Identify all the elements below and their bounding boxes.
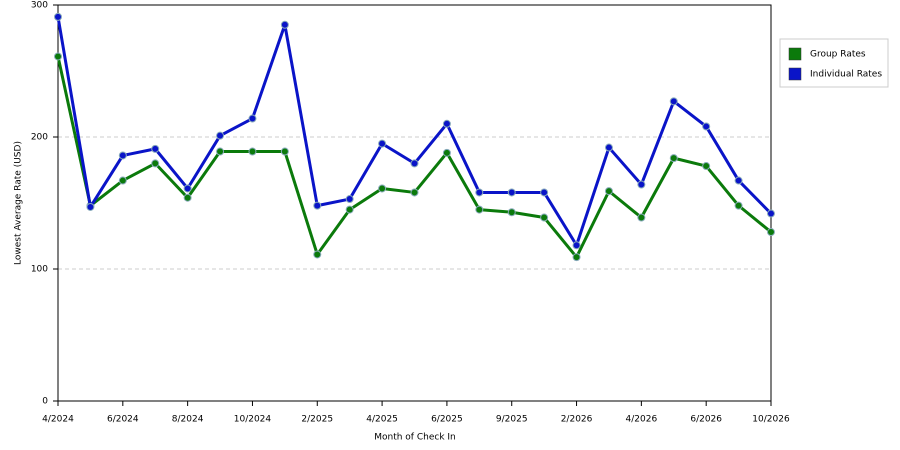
- plot-border: [57, 4, 772, 402]
- x-tick-label: 6/2025: [431, 415, 463, 425]
- x-tick-label: 4/2025: [366, 415, 398, 425]
- data-point: [669, 154, 678, 163]
- x-tick-label: 4/2024: [42, 415, 74, 425]
- x-tick-label: 9/2025: [496, 415, 528, 425]
- y-tick-label: 300: [31, 1, 48, 11]
- y-tick-label: 0: [42, 397, 48, 407]
- series-line: [56, 16, 773, 247]
- x-tick-label: 2/2026: [561, 415, 593, 425]
- data-point: [767, 209, 775, 218]
- data-point: [280, 20, 289, 29]
- data-point: [442, 119, 451, 128]
- data-point: [410, 188, 419, 197]
- y-tick-label: 100: [31, 265, 48, 275]
- x-tick-label: 2/2025: [301, 415, 333, 425]
- x-tick-label: 8/2024: [172, 415, 204, 425]
- data-point: [345, 205, 354, 214]
- data-point: [216, 131, 225, 140]
- data-point: [540, 213, 549, 222]
- x-tick-label: 10/2024: [234, 415, 272, 425]
- data-point: [475, 188, 484, 197]
- data-point: [507, 208, 516, 217]
- data-point: [248, 114, 257, 123]
- legend-label: Group Rates: [810, 50, 866, 60]
- data-point: [540, 188, 549, 197]
- series-line: [56, 56, 772, 259]
- x-axis-label: Month of Check In: [374, 433, 456, 443]
- data-point: [767, 228, 775, 237]
- data-point: [604, 143, 613, 152]
- data-point: [604, 187, 613, 196]
- data-point: [637, 213, 646, 222]
- data-point: [475, 205, 484, 214]
- legend-swatch: [788, 67, 802, 81]
- data-point: [313, 250, 322, 259]
- data-point: [702, 162, 711, 171]
- data-point: [734, 176, 743, 185]
- y-tick-label: 200: [31, 133, 48, 143]
- x-tick-label: 6/2024: [107, 415, 139, 425]
- data-point: [248, 147, 257, 156]
- legend-label: Individual Rates: [810, 70, 882, 80]
- data-point: [507, 188, 516, 197]
- x-tick-label: 6/2026: [690, 415, 722, 425]
- data-point: [669, 97, 678, 106]
- x-tick-label: 10/2026: [752, 415, 790, 425]
- data-point: [151, 144, 160, 153]
- x-tick-label: 4/2026: [626, 415, 658, 425]
- data-point: [442, 148, 451, 157]
- legend-swatch: [788, 47, 802, 61]
- data-point: [54, 52, 62, 61]
- data-point: [702, 122, 711, 131]
- data-point: [378, 184, 387, 193]
- y-axis-label: Lowest Average Rate (USD): [14, 141, 24, 265]
- data-point: [345, 195, 354, 204]
- data-point: [151, 159, 160, 168]
- data-point: [572, 241, 581, 250]
- data-point: [54, 12, 62, 21]
- data-point: [216, 147, 225, 156]
- data-point: [410, 159, 419, 168]
- data-point: [280, 147, 289, 156]
- data-point: [637, 180, 646, 189]
- data-point: [313, 201, 322, 210]
- data-point: [86, 202, 95, 211]
- data-point: [378, 139, 387, 148]
- data-point: [118, 176, 127, 185]
- data-point: [734, 201, 743, 210]
- data-point: [183, 193, 192, 202]
- data-point: [572, 253, 581, 262]
- data-point: [118, 151, 127, 160]
- data-point: [183, 184, 192, 193]
